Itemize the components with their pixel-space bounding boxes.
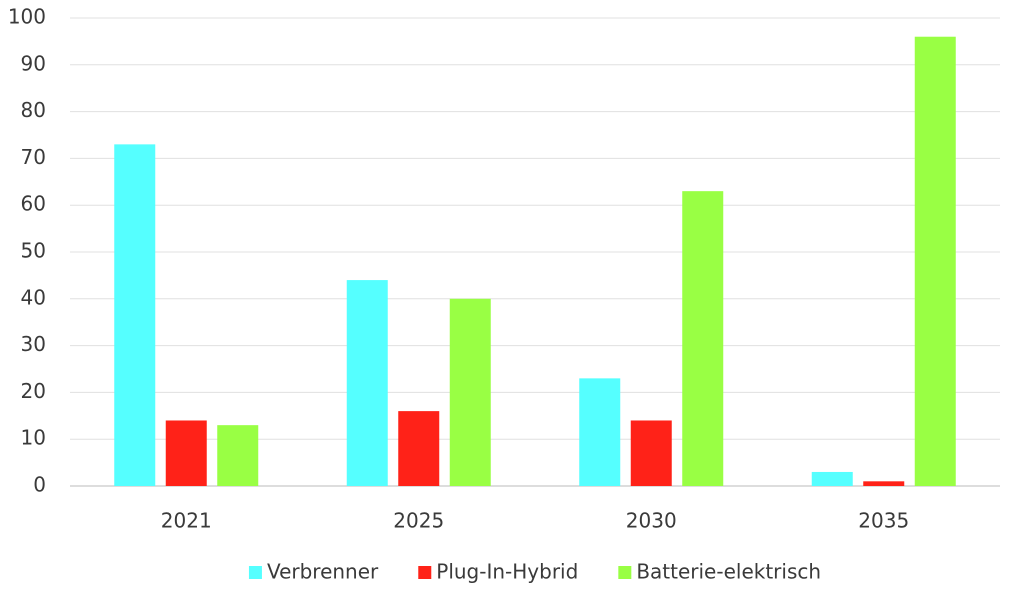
bar	[863, 481, 905, 486]
bar	[449, 298, 491, 486]
x-tick-label: 2035	[858, 509, 909, 533]
y-tick-label: 60	[21, 192, 46, 216]
y-tick-label: 70	[21, 145, 46, 169]
legend-label: Plug-In-Hybrid	[436, 560, 578, 584]
bar	[914, 36, 956, 486]
legend-label: Batterie-elektrisch	[636, 560, 821, 584]
bar	[165, 420, 207, 486]
y-tick-label: 100	[8, 5, 46, 29]
legend-label: Verbrenner	[267, 560, 379, 584]
legend-swatch	[618, 566, 632, 579]
bar	[217, 425, 259, 486]
x-tick-label: 2025	[393, 509, 444, 533]
y-tick-label: 80	[21, 98, 46, 122]
y-tick-label: 30	[21, 332, 46, 356]
legend-swatch	[248, 566, 262, 579]
bar	[579, 378, 621, 486]
x-tick-label: 2021	[161, 509, 212, 533]
x-tick-label: 2030	[626, 509, 677, 533]
y-tick-label: 10	[21, 426, 46, 450]
bar	[346, 280, 388, 486]
y-tick-label: 40	[21, 285, 46, 309]
y-tick-label: 0	[33, 473, 46, 497]
bar	[114, 144, 156, 487]
bar	[811, 471, 853, 486]
y-tick-label: 50	[21, 239, 46, 263]
bar	[682, 191, 724, 486]
bar	[398, 411, 440, 486]
bar	[630, 420, 672, 486]
legend-swatch	[418, 566, 432, 579]
y-tick-label: 20	[21, 379, 46, 403]
y-tick-label: 90	[21, 51, 46, 75]
